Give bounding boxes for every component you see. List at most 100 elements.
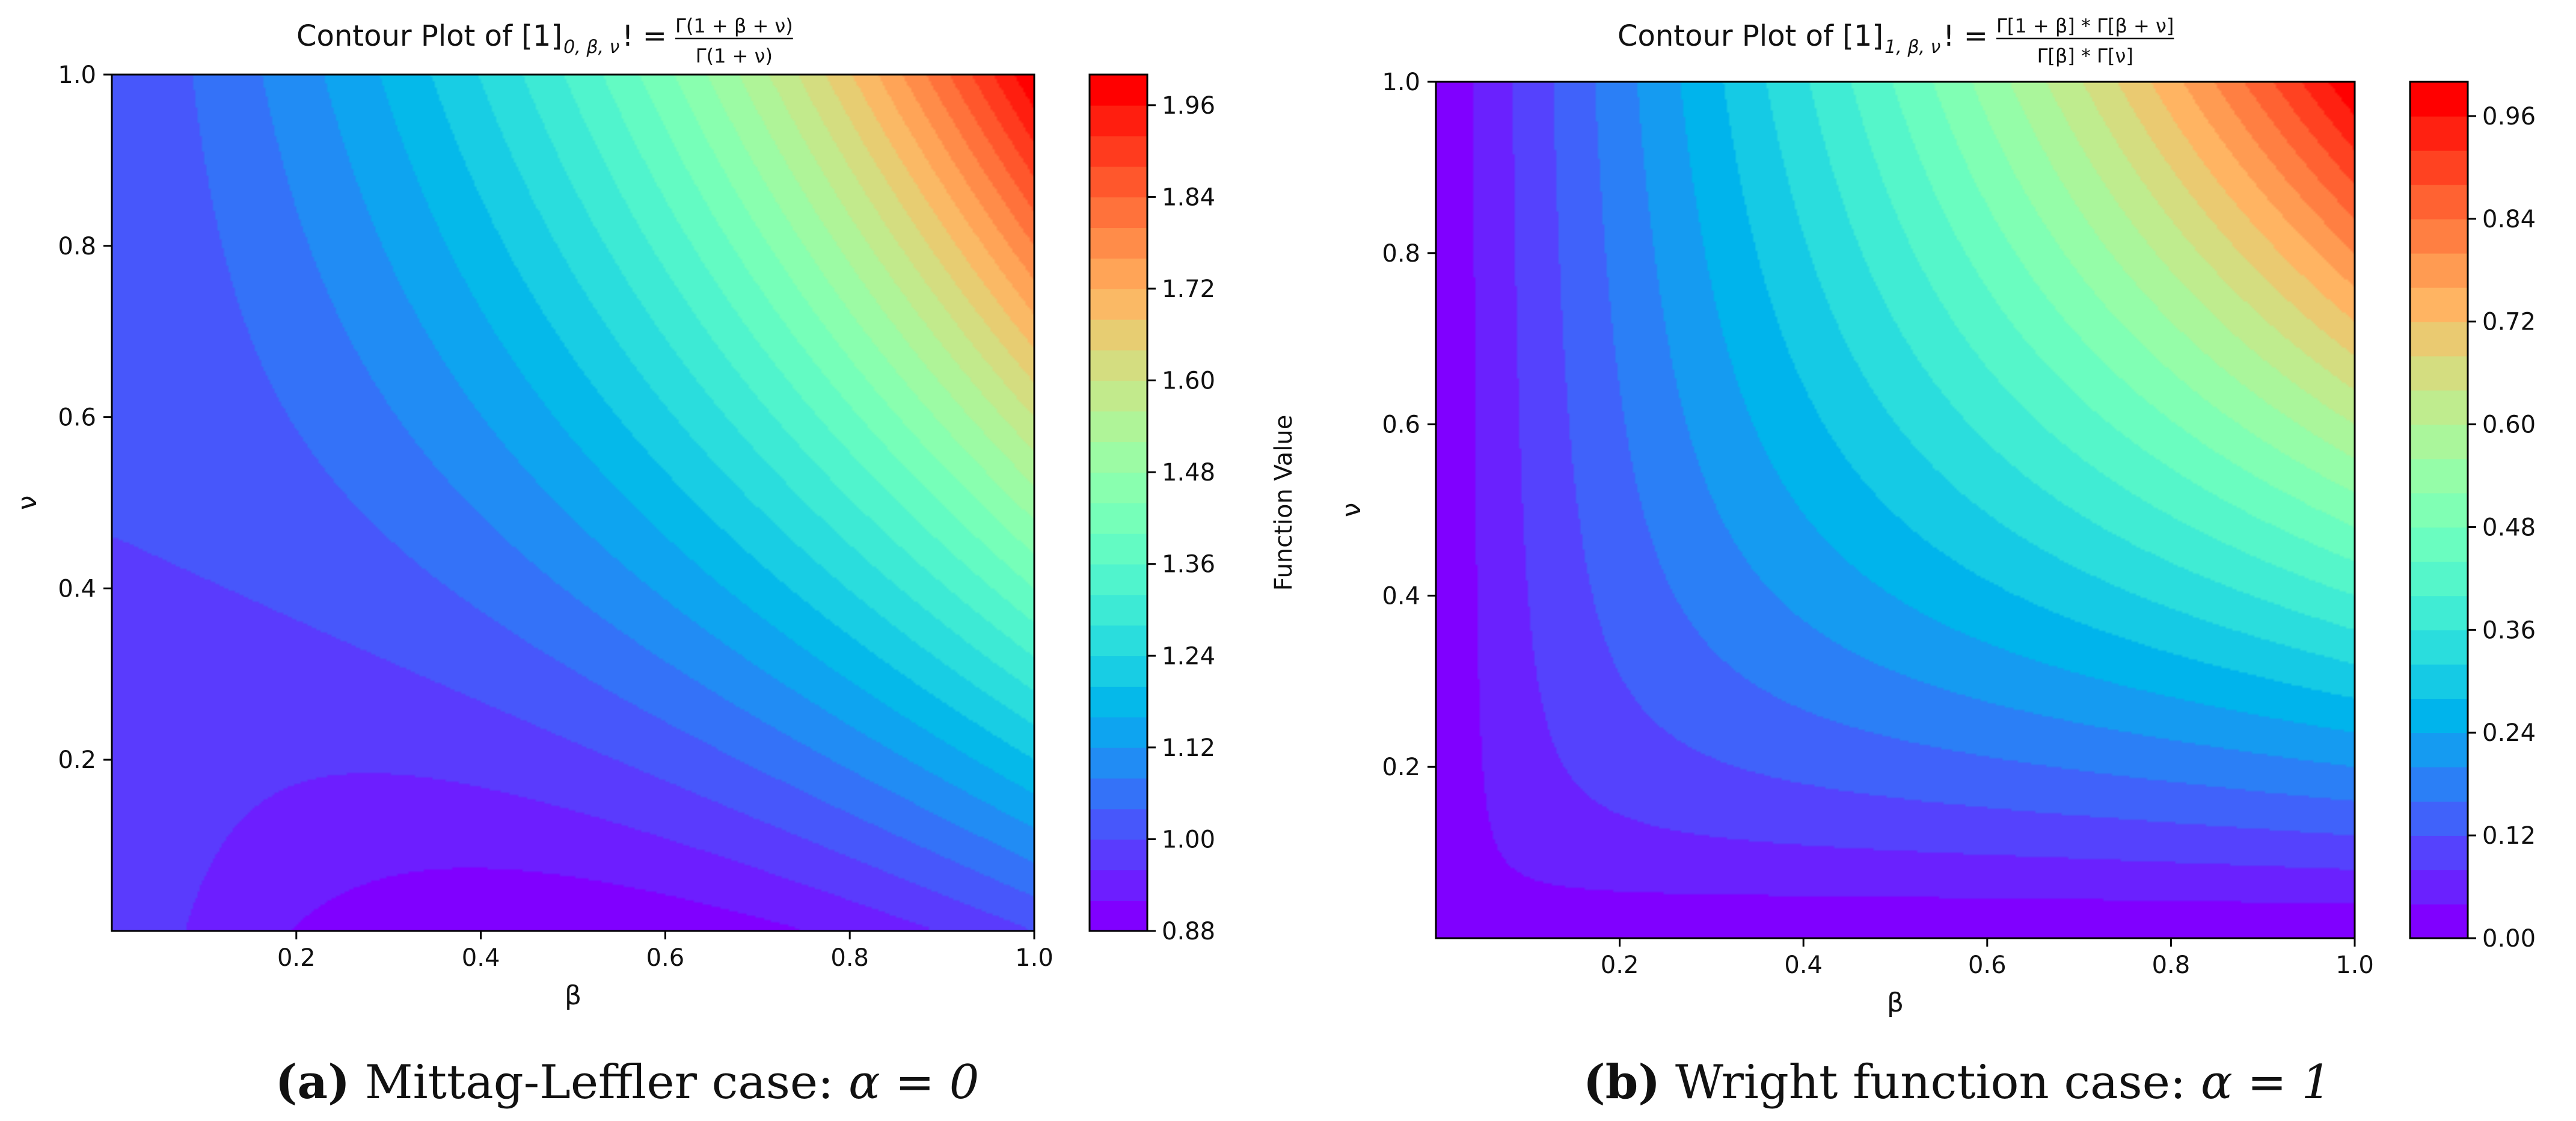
colorbar-band [2410,150,2468,185]
colorbar-band [2410,527,2468,562]
caption-math: α = 0 [848,1055,979,1110]
x-tick-label: 0.2 [277,944,316,972]
y-tick-label: 0.4 [1382,582,1420,610]
title-subscript: 0, β, ν [563,37,619,58]
colorbar-tick-label: 0.48 [2482,514,2536,541]
y-tick-label: 0.2 [58,746,96,774]
colorbar-tick-label: 0.84 [2482,206,2536,233]
colorbar-tick-label: 0.24 [2482,719,2536,747]
colorbar-band [1090,105,1147,137]
contour-field-b [1436,82,2355,938]
colorbar-band [2410,287,2468,322]
colorbar-band [1090,380,1147,412]
colorbar-tick-label: 0.00 [2482,925,2536,953]
colorbar-band [1090,625,1147,657]
colorbar-band [1090,686,1147,717]
caption-a: (a) Mittag-Leffler case: α = 0 [275,1055,980,1110]
colorbar-band [2410,355,2468,391]
formula-denominator: Γ[β] * Γ[ν] [2037,45,2133,67]
contour-field-a [112,75,1034,931]
colorbar-band [1090,258,1147,289]
colorbar-tick-label: 1.00 [1162,826,1215,853]
colorbar-tick-label: 0.72 [2482,309,2536,336]
x-axis-label: β [1887,987,1904,1018]
caption-b: (b) Wright function case: α = 1 [1583,1055,2331,1110]
x-tick-label: 0.8 [830,944,869,972]
x-tick-label: 0.4 [462,944,500,972]
colorbar-tick-label: 0.88 [1162,918,1215,945]
y-tick-label: 0.6 [58,404,96,432]
caption-text: Wright function case: [1675,1055,2186,1110]
colorbar-band [2410,767,2468,802]
colorbar-band [2410,698,2468,734]
y-tick-label: 0.4 [58,575,96,603]
colorbar-band [2410,321,2468,357]
colorbar-tick-label: 1.72 [1162,275,1215,303]
colorbar-tick-label: 1.36 [1162,551,1215,579]
y-tick-label: 0.6 [1382,411,1420,439]
colorbar-band [1090,839,1147,871]
title-suffix: ! = [622,19,667,53]
colorbar-band [2410,115,2468,151]
colorbar-band [2410,458,2468,494]
colorbar-band [2410,390,2468,425]
colorbar-tick-label: 1.60 [1162,367,1215,395]
x-tick-label: 0.8 [2152,951,2191,979]
colorbar-band [1090,808,1147,840]
colorbar-band [1090,747,1147,779]
formula-numerator: Γ(1 + β + ν) [675,14,793,37]
colorbar-tick-label: 1.96 [1162,92,1215,120]
formula-denominator: Γ(1 + ν) [696,45,773,67]
title-subscript: 1, β, ν [1884,37,1940,58]
colorbar-tick-label: 0.36 [2482,616,2536,644]
caption-space [2186,1055,2201,1110]
y-tick-label: 1.0 [58,61,96,89]
chart-title-b: Contour Plot of [1] 1, β, ν! = Γ[1 + β] * … [1618,14,2174,67]
colorbar-band [1090,717,1147,748]
colorbar-band [1090,75,1147,106]
colorbar-band [1090,900,1147,932]
colorbar-label: Function Value [1270,415,1298,591]
colorbar-frame-b [2409,81,2469,939]
colorbar-band [2410,595,2468,631]
colorbar-band [1090,503,1147,534]
colorbar-band [2410,835,2468,870]
colorbar-band [2410,218,2468,254]
x-tick-label: 1.0 [2335,951,2374,979]
colorbar-band [1090,166,1147,198]
title-suffix: ! = [1943,19,1988,53]
colorbar-band [1090,533,1147,565]
colorbar-frame-a [1088,73,1148,932]
colorbar-band [1090,441,1147,473]
colorbar-band [1090,778,1147,809]
colorbar-tick-label: 0.96 [2482,103,2536,131]
colorbar-band [1090,289,1147,320]
caption-space [833,1055,848,1110]
colorbar-band [1090,870,1147,901]
caption-label: (a) [275,1055,350,1110]
colorbar-band [2410,664,2468,699]
y-tick-label: 0.2 [1382,754,1420,781]
colorbar-band [2410,424,2468,459]
x-tick-label: 0.6 [646,944,685,972]
colorbar-band [2410,82,2468,117]
plot-frame-a [111,73,1035,932]
y-tick-label: 1.0 [1382,69,1420,96]
colorbar-tick-label: 0.60 [2482,411,2536,439]
x-tick-label: 0.6 [1968,951,2007,979]
colorbar-band [1090,472,1147,503]
colorbar-tick-label: 1.84 [1162,183,1215,211]
colorbar-band [2410,561,2468,597]
caption-text: Mittag-Leffler case: [365,1055,834,1110]
colorbar-band [2410,253,2468,288]
caption-math: α = 1 [2201,1055,2331,1110]
colorbar-band [2410,630,2468,665]
colorbar-band [1090,135,1147,167]
chart-title-a: Contour Plot of [1] 0, β, ν! = Γ(1 + β + ν… [296,14,793,67]
colorbar-band [1090,197,1147,229]
colorbar-band [1090,594,1147,626]
colorbar-tick-label: 1.24 [1162,642,1215,670]
title-prefix: Contour Plot of [1] [296,19,562,53]
colorbar-band [1090,319,1147,351]
